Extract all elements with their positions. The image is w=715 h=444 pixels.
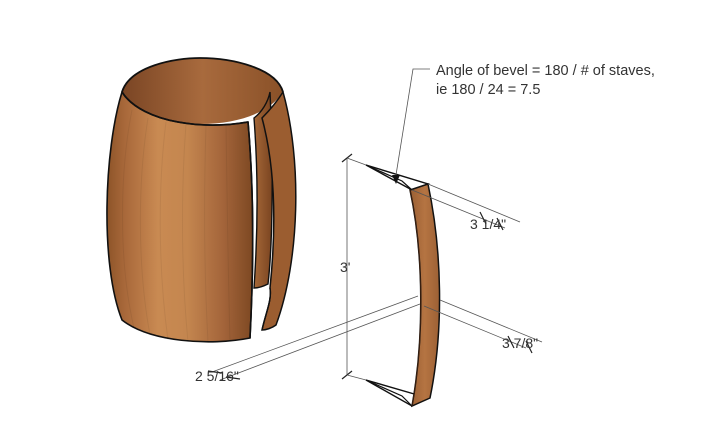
stave-face xyxy=(409,183,441,408)
height-label: 3' xyxy=(340,259,350,275)
bottom-width-label: 3 7/8" xyxy=(502,335,538,351)
barrel xyxy=(106,57,297,343)
barrel-gap-edge-left xyxy=(247,121,254,339)
top-width-label: 3 1/4" xyxy=(470,216,506,232)
annotation-line-2: ie 180 / 24 = 7.5 xyxy=(436,82,540,98)
thickness-dim-line xyxy=(211,295,419,373)
dimension-lines xyxy=(207,68,543,381)
thickness-label: 2 5/16" xyxy=(195,368,239,384)
single-stave xyxy=(365,164,441,408)
annotation-line-1: Angle of bevel = 180 / # of staves, xyxy=(436,63,655,79)
top-width-dim-line xyxy=(427,183,521,223)
barrel-right-staves xyxy=(261,90,297,331)
bottom-width-dim-line xyxy=(439,299,543,343)
barrel-interior xyxy=(122,58,283,124)
barrel-rim-front xyxy=(121,91,249,126)
barrel-gap-edge-right xyxy=(261,287,272,331)
annotation-arrowhead xyxy=(392,175,400,184)
annotation-leader xyxy=(395,68,430,176)
barrel-stave-stripes xyxy=(122,109,231,343)
barrel-rim xyxy=(121,57,284,93)
